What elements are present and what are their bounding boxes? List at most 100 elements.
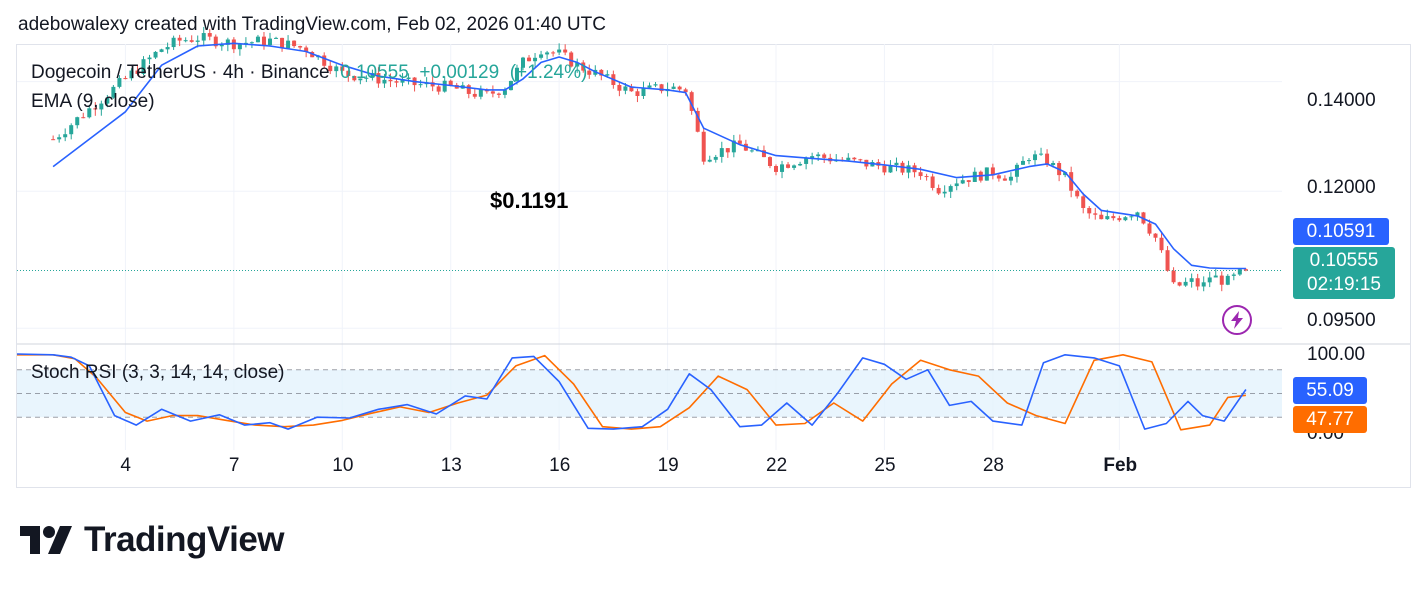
candle-body bbox=[472, 93, 477, 97]
lightning-bolt-icon[interactable] bbox=[1222, 305, 1252, 335]
candle-body bbox=[69, 125, 74, 135]
candle-body bbox=[1027, 160, 1031, 162]
candle-body bbox=[804, 158, 809, 164]
candle-body bbox=[894, 162, 899, 166]
price-change-pct: (+1.24%) bbox=[509, 62, 588, 83]
candle-body bbox=[57, 137, 62, 140]
candle-body bbox=[195, 40, 200, 42]
candle-body bbox=[147, 57, 152, 60]
candle-body bbox=[51, 139, 56, 141]
candle-body bbox=[105, 97, 110, 104]
candle-body bbox=[990, 167, 995, 176]
candle-body bbox=[304, 47, 309, 52]
tradingview-logo-icon bbox=[20, 526, 72, 554]
candle-body bbox=[274, 37, 279, 39]
stoch-k-line bbox=[16, 353, 1247, 430]
candle-body bbox=[93, 108, 98, 110]
candle-body bbox=[322, 55, 327, 66]
candle-body bbox=[123, 78, 128, 80]
candle-body bbox=[960, 180, 965, 184]
candle-body bbox=[1033, 154, 1038, 161]
x-tick-label: 10 bbox=[332, 455, 354, 476]
candle-body bbox=[725, 148, 730, 153]
candle-body bbox=[1063, 172, 1068, 176]
candle-body bbox=[213, 36, 218, 47]
candle-body bbox=[635, 91, 640, 97]
last-price-tag: 0.10555 02:19:15 bbox=[1293, 247, 1395, 299]
candle-body bbox=[1183, 281, 1188, 286]
candle-body bbox=[1081, 196, 1086, 208]
candle-body bbox=[1231, 274, 1236, 276]
candle-body bbox=[1099, 214, 1104, 220]
candle-body bbox=[135, 70, 140, 74]
candle-body bbox=[255, 36, 260, 43]
candle-body bbox=[810, 156, 815, 159]
candle-body bbox=[1189, 278, 1194, 282]
x-tick-label: 4 bbox=[120, 455, 131, 476]
candle-body bbox=[1129, 216, 1134, 218]
candle-body bbox=[713, 156, 718, 160]
candle-body bbox=[177, 37, 182, 41]
last-price-legend: 0.10555 bbox=[340, 62, 409, 83]
candle-body bbox=[1075, 190, 1080, 197]
candle-body bbox=[647, 85, 652, 88]
candle-body bbox=[1219, 275, 1224, 285]
candle-body bbox=[1147, 223, 1152, 234]
candle-body bbox=[798, 163, 803, 166]
candle-body bbox=[545, 52, 550, 55]
candle-body bbox=[159, 49, 164, 52]
candle-body bbox=[1002, 178, 1007, 181]
candle-body bbox=[201, 33, 206, 41]
candle-body bbox=[1111, 216, 1116, 219]
candle-body bbox=[280, 37, 285, 49]
ema-legend: EMA (9, close) bbox=[31, 91, 155, 112]
candle-body bbox=[1087, 207, 1092, 214]
candle-body bbox=[539, 54, 544, 58]
candle-body bbox=[1117, 218, 1122, 221]
price-annotation: $0.1191 bbox=[490, 188, 569, 213]
candle-body bbox=[1243, 269, 1248, 271]
candle-body bbox=[249, 42, 254, 44]
candle-body bbox=[858, 159, 863, 161]
tradingview-logo[interactable]: TradingView bbox=[20, 520, 285, 560]
candle-body bbox=[767, 157, 772, 167]
candle-body bbox=[527, 57, 532, 62]
candle-body bbox=[231, 39, 236, 50]
candle-body bbox=[641, 87, 646, 97]
candle-body bbox=[75, 117, 80, 126]
candle-body bbox=[141, 59, 146, 74]
candle-body bbox=[816, 154, 821, 157]
candle-body bbox=[1225, 275, 1230, 285]
candle-body bbox=[1051, 163, 1056, 166]
candle-body bbox=[918, 172, 923, 177]
candle-body bbox=[942, 191, 947, 194]
x-tick-label: 13 bbox=[440, 455, 462, 476]
candle-body bbox=[376, 73, 381, 84]
candle-body bbox=[1105, 216, 1110, 220]
x-tick-label: 22 bbox=[766, 455, 788, 476]
candle-body bbox=[882, 165, 887, 173]
ema-price-tag: 0.10591 bbox=[1293, 218, 1389, 245]
candle-body bbox=[533, 57, 538, 62]
stoch-d-tag: 47.77 bbox=[1293, 406, 1367, 433]
candle-body bbox=[792, 165, 797, 168]
candle-body bbox=[370, 73, 375, 78]
candle-body bbox=[436, 86, 441, 92]
candle-body bbox=[1237, 269, 1242, 275]
candle-body bbox=[1195, 278, 1200, 287]
candle-body bbox=[358, 78, 363, 81]
candle-body bbox=[605, 74, 610, 76]
candle-body bbox=[575, 62, 580, 67]
x-tick-label: 25 bbox=[874, 455, 896, 476]
candle-body bbox=[1153, 233, 1158, 238]
candle-body bbox=[502, 90, 507, 95]
candle-body bbox=[948, 186, 953, 192]
candle-body bbox=[298, 46, 303, 48]
candle-body bbox=[936, 187, 941, 194]
candle-body bbox=[442, 80, 447, 92]
indicator-lines bbox=[16, 42, 1247, 431]
candle-body bbox=[1008, 176, 1013, 181]
bar-countdown: 02:19:15 bbox=[1307, 274, 1381, 295]
last-price-value: 0.10555 bbox=[1309, 250, 1379, 271]
